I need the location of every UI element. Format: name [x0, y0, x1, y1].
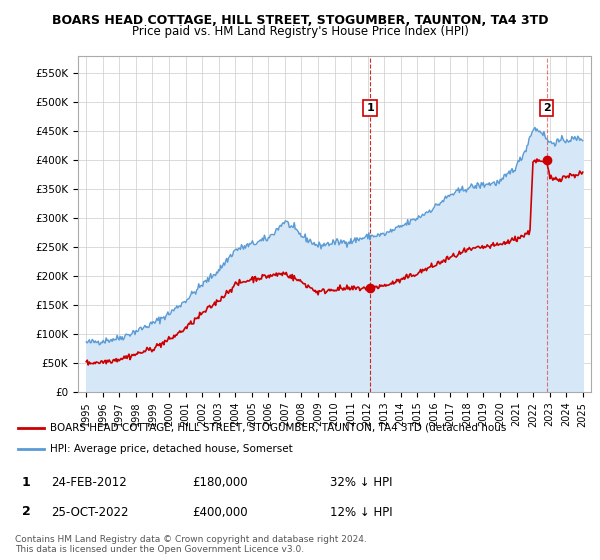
- Text: 1: 1: [366, 103, 374, 113]
- Text: Price paid vs. HM Land Registry's House Price Index (HPI): Price paid vs. HM Land Registry's House …: [131, 25, 469, 38]
- Text: £180,000: £180,000: [192, 476, 248, 489]
- Text: BOARS HEAD COTTAGE, HILL STREET, STOGUMBER, TAUNTON, TA4 3TD (detached hous: BOARS HEAD COTTAGE, HILL STREET, STOGUMB…: [50, 423, 506, 433]
- Text: 24-FEB-2012: 24-FEB-2012: [51, 476, 127, 489]
- Text: 12% ↓ HPI: 12% ↓ HPI: [330, 506, 392, 519]
- Text: 2: 2: [543, 103, 551, 113]
- Text: 32% ↓ HPI: 32% ↓ HPI: [330, 476, 392, 489]
- Text: Contains HM Land Registry data © Crown copyright and database right 2024.
This d: Contains HM Land Registry data © Crown c…: [15, 535, 367, 554]
- Text: HPI: Average price, detached house, Somerset: HPI: Average price, detached house, Some…: [50, 444, 292, 454]
- Text: 25-OCT-2022: 25-OCT-2022: [51, 506, 128, 519]
- Text: BOARS HEAD COTTAGE, HILL STREET, STOGUMBER, TAUNTON, TA4 3TD: BOARS HEAD COTTAGE, HILL STREET, STOGUMB…: [52, 14, 548, 27]
- Text: 2: 2: [22, 505, 31, 519]
- Text: 1: 1: [22, 475, 31, 489]
- Text: £400,000: £400,000: [192, 506, 248, 519]
